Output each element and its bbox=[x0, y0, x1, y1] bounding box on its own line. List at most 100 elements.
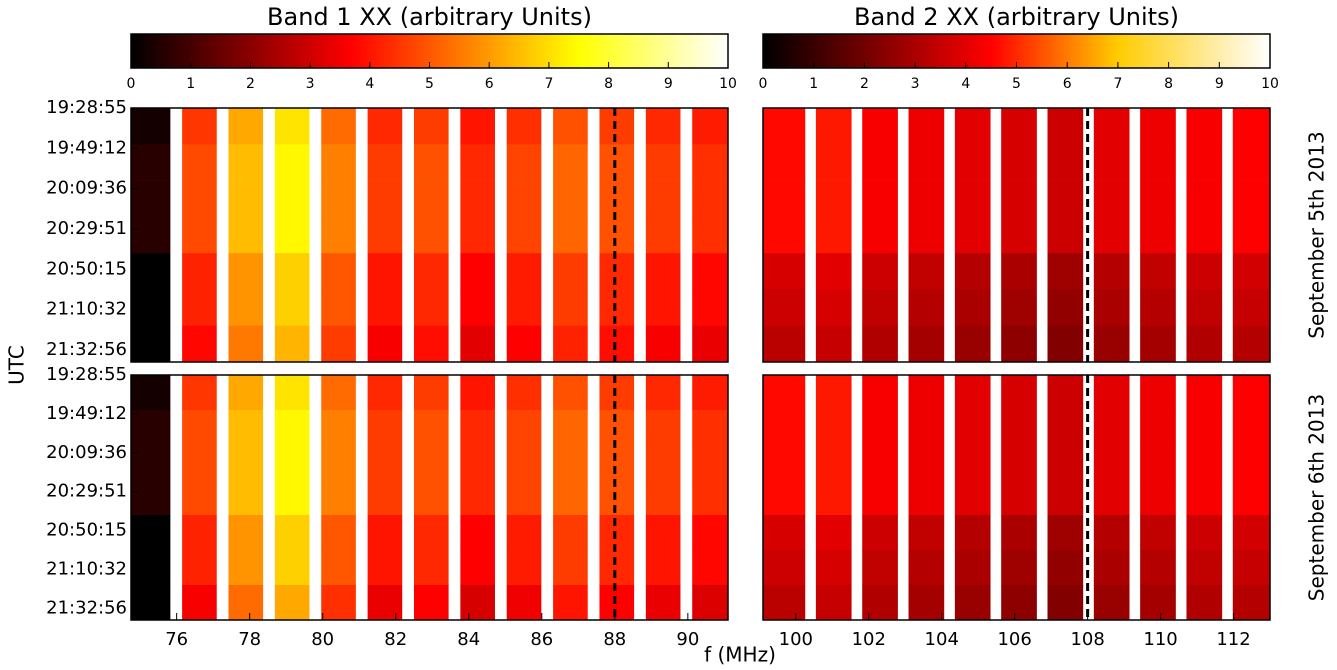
heatmap-cell bbox=[228, 585, 264, 621]
y-tick-label: 19:49:12 bbox=[46, 403, 127, 424]
x-tick-label: 84 bbox=[457, 629, 480, 650]
heatmap-cell bbox=[460, 289, 495, 327]
heatmap-cell bbox=[553, 375, 588, 411]
colorbar-tick-label: 10 bbox=[719, 76, 737, 92]
heatmap-cell bbox=[954, 253, 991, 290]
heatmap-cell bbox=[763, 550, 806, 586]
heatmap-cell bbox=[228, 410, 264, 446]
y-tick-label: 20:29:51 bbox=[46, 481, 127, 502]
heatmap-cell bbox=[692, 180, 729, 218]
heatmap-cell bbox=[553, 410, 588, 446]
heatmap-cell bbox=[862, 375, 898, 411]
y-tick-label: 20:50:15 bbox=[46, 258, 127, 279]
x-tick-label: 104 bbox=[925, 629, 959, 650]
heatmap-cell bbox=[553, 253, 588, 290]
heatmap-cell bbox=[1093, 216, 1130, 254]
colorbar-tick-label: 5 bbox=[425, 76, 434, 92]
heatmap-cell bbox=[763, 325, 806, 363]
heatmap-cell bbox=[599, 445, 635, 481]
heatmap-cell bbox=[954, 585, 991, 621]
heatmap-cell bbox=[506, 480, 542, 516]
heatmap-cell bbox=[599, 108, 635, 145]
heatmap-cell bbox=[1047, 375, 1084, 411]
heatmap-cell bbox=[1093, 180, 1130, 218]
heatmap-cell bbox=[645, 445, 681, 481]
heatmap-cell bbox=[1140, 585, 1176, 621]
heatmap-cell bbox=[413, 289, 449, 327]
heatmap-cell bbox=[367, 445, 403, 481]
heatmap-cell bbox=[131, 253, 171, 290]
heatmap-cell bbox=[413, 480, 449, 516]
heatmap-cell bbox=[321, 253, 356, 290]
heatmap-cell bbox=[763, 144, 806, 181]
heatmap-cell bbox=[1001, 253, 1037, 290]
colorbar-tick-label: 7 bbox=[544, 76, 553, 92]
heatmap-cell bbox=[1001, 289, 1037, 327]
heatmap-cell bbox=[908, 550, 945, 586]
heatmap-cell bbox=[954, 289, 991, 327]
heatmap-cell bbox=[182, 180, 217, 218]
heatmap-cell bbox=[1232, 410, 1271, 446]
y-tick-label: 20:50:15 bbox=[46, 520, 127, 541]
heatmap-cell bbox=[506, 585, 542, 621]
heatmap-cell bbox=[692, 515, 729, 551]
heatmap-cell bbox=[1140, 325, 1176, 363]
heatmap-cell bbox=[1186, 585, 1223, 621]
heatmap-cell bbox=[506, 289, 542, 327]
heatmap-cell bbox=[413, 515, 449, 551]
heatmap-cell bbox=[599, 144, 635, 181]
heatmap-cell bbox=[862, 480, 898, 516]
heatmap-cell bbox=[954, 216, 991, 254]
heatmap-cell bbox=[1140, 480, 1176, 516]
heatmap-cell bbox=[182, 480, 217, 516]
heatmap-cell bbox=[815, 585, 852, 621]
heatmap-cell bbox=[367, 410, 403, 446]
heatmap-cell bbox=[1232, 289, 1271, 327]
heatmap-cell bbox=[645, 289, 681, 327]
heatmap-cell bbox=[763, 515, 806, 551]
heatmap-cell bbox=[1186, 375, 1223, 411]
heatmap-cell bbox=[1140, 289, 1176, 327]
heatmap-cell bbox=[413, 325, 449, 363]
heatmap-cell bbox=[274, 550, 310, 586]
heatmap-cell bbox=[1186, 550, 1223, 586]
heatmap-cell bbox=[553, 550, 588, 586]
heatmap-cell bbox=[321, 480, 356, 516]
heatmap-cell bbox=[908, 325, 945, 363]
heatmap-cell bbox=[763, 108, 806, 145]
heatmap-cell bbox=[506, 325, 542, 363]
heatmap-cell bbox=[182, 253, 217, 290]
x-tick-label: 80 bbox=[311, 629, 334, 650]
heatmap-cell bbox=[645, 144, 681, 181]
heatmap-cell bbox=[645, 216, 681, 254]
heatmap-cell bbox=[321, 550, 356, 586]
heatmap-cell bbox=[413, 550, 449, 586]
heatmap-cell bbox=[460, 515, 495, 551]
colorbar-tick-label: 3 bbox=[911, 76, 920, 92]
y-tick-label: 21:32:56 bbox=[46, 597, 127, 618]
heatmap-cell bbox=[321, 289, 356, 327]
heatmap-cell bbox=[506, 216, 542, 254]
heatmap-cell bbox=[460, 445, 495, 481]
heatmap-cell bbox=[954, 144, 991, 181]
heatmap-cell bbox=[1140, 108, 1176, 145]
heatmap-cell bbox=[692, 289, 729, 327]
heatmap-cell bbox=[1186, 108, 1223, 145]
heatmap-cell bbox=[228, 480, 264, 516]
heatmap-cell bbox=[815, 375, 852, 411]
heatmap-cell bbox=[460, 325, 495, 363]
heatmap-cell bbox=[763, 216, 806, 254]
heatmap-cell bbox=[862, 144, 898, 181]
heatmap-cell bbox=[862, 289, 898, 327]
heatmap-cell bbox=[1232, 144, 1271, 181]
heatmap-cell bbox=[908, 289, 945, 327]
heatmap-cell bbox=[692, 253, 729, 290]
y-tick-label: 21:10:32 bbox=[46, 558, 127, 579]
heatmap-cell bbox=[367, 585, 403, 621]
x-tick-label: 100 bbox=[779, 629, 813, 650]
heatmap-cell bbox=[815, 144, 852, 181]
x-tick-label: 82 bbox=[384, 629, 407, 650]
heatmap-cell bbox=[692, 410, 729, 446]
heatmap-cell bbox=[1047, 585, 1084, 621]
heatmap-cell bbox=[131, 515, 171, 551]
